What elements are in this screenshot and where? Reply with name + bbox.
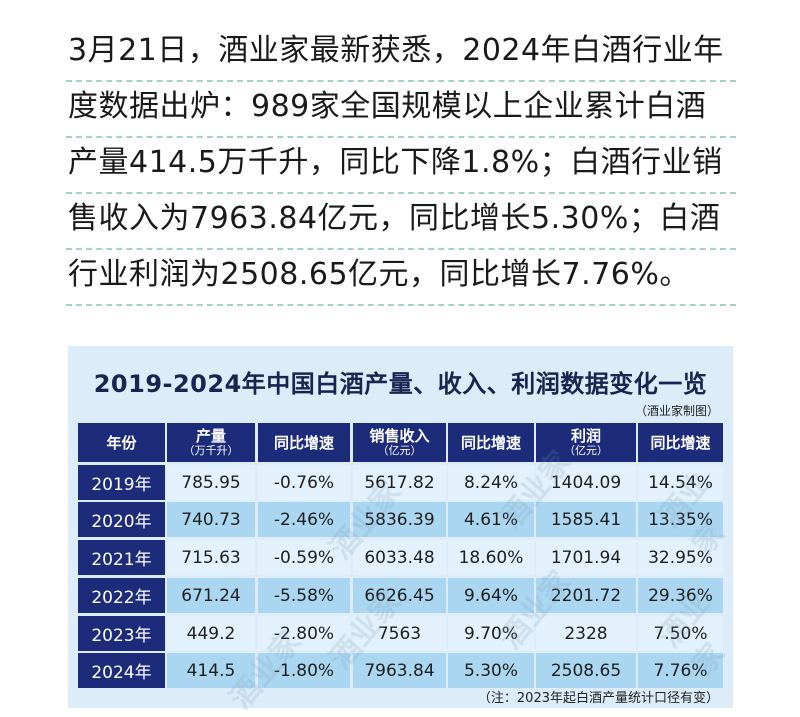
header-cell-output-yoy: 同比增速	[258, 423, 350, 462]
year-cell: 2023年	[78, 616, 165, 651]
header-unit: （万千升）	[183, 444, 239, 457]
table-cell-output-yoy: -5.58%	[258, 578, 350, 613]
table-cell-revenue-yoy: 5.30%	[448, 653, 534, 688]
table-credit: （酒业家制图）	[634, 404, 719, 418]
table-cell-output: 715.63	[167, 540, 255, 575]
year-cell: 2019年	[78, 465, 165, 500]
table-cell-profit: 1585.41	[536, 502, 636, 537]
header-label: 销售收入	[369, 427, 430, 445]
header-cell-profit-yoy: 同比增速	[638, 423, 723, 462]
table-cell-revenue: 7563	[353, 616, 446, 651]
table-cell-profit-yoy: 14.54%	[638, 465, 723, 500]
header-label: 利润	[570, 427, 601, 445]
header-cell-revenue-yoy: 同比增速	[448, 423, 534, 462]
table-cell-profit-yoy: 7.76%	[638, 653, 723, 688]
table-cell-output: 740.73	[167, 502, 255, 537]
table-cell-revenue-yoy: 9.64%	[448, 578, 534, 613]
header-cell-output: 产量 （万千升）	[167, 423, 255, 462]
table-cell-profit: 1404.09	[536, 465, 636, 500]
table-cell-revenue: 5617.82	[353, 465, 446, 500]
table-cell-output: 671.24	[167, 578, 255, 613]
table-cell-profit: 2201.72	[536, 578, 636, 613]
year-cell: 2020年	[78, 502, 165, 537]
article-line: 3月21日，酒业家最新获悉，2024年白酒行业年	[66, 26, 736, 82]
table-cell-profit-yoy: 32.95%	[638, 540, 723, 575]
table-cell-revenue-yoy: 9.70%	[448, 616, 534, 651]
table-cell-profit-yoy: 7.50%	[638, 616, 723, 651]
header-label: 同比增速	[650, 433, 711, 452]
table-cell-revenue: 6033.48	[353, 540, 446, 575]
table-cell-revenue-yoy: 8.24%	[448, 465, 534, 500]
table-cell-output-yoy: -0.76%	[258, 465, 350, 500]
header-cell-revenue: 销售收入 （亿元）	[353, 423, 446, 462]
article-text: 3月21日，酒业家最新获悉，2024年白酒行业年 度数据出炉：989家全国规模以…	[66, 26, 736, 306]
table-cell-revenue: 6626.45	[353, 578, 446, 613]
table-cell-output: 785.95	[167, 465, 255, 500]
header-label: 同比增速	[273, 433, 334, 452]
header-label: 同比增速	[460, 433, 521, 452]
header-cell-profit: 利润 （亿元）	[536, 423, 636, 462]
year-cell: 2021年	[78, 540, 165, 575]
table-cell-revenue-yoy: 18.60%	[448, 540, 534, 575]
table-cell-output: 414.5	[167, 653, 255, 688]
article-line: 售收入为7963.84亿元，同比增长5.30%；白酒	[66, 194, 736, 250]
header-unit: （亿元）	[377, 444, 422, 457]
table-cell-revenue: 7963.84	[353, 653, 446, 688]
table-cell-revenue-yoy: 4.61%	[448, 502, 534, 537]
table-note: （注：2023年起白酒产量统计口径有变）	[477, 691, 719, 706]
header-label: 年份	[106, 433, 137, 452]
table-cell-output: 449.2	[167, 616, 255, 651]
article-line: 行业利润为2508.65亿元，同比增长7.76%。	[66, 250, 736, 306]
table-cell-output-yoy: -1.80%	[258, 653, 350, 688]
header-unit: （亿元）	[564, 444, 608, 457]
table-title: 2019-2024年中国白酒产量、收入、利润数据变化一览	[93, 370, 708, 398]
header-cell-year: 年份	[78, 423, 165, 462]
header-label: 产量	[195, 427, 226, 445]
table-cell-profit: 2328	[536, 616, 636, 651]
article-line: 产量414.5万千升，同比下降1.8%；白酒行业销	[66, 138, 736, 194]
data-table-panel: 2019-2024年中国白酒产量、收入、利润数据变化一览 （酒业家制图） 年份 产…	[68, 346, 733, 716]
table-cell-profit: 1701.94	[536, 540, 636, 575]
year-cell: 2024年	[78, 653, 165, 688]
article-line: 度数据出炉：989家全国规模以上企业累计白酒	[66, 82, 736, 138]
table-cell-output-yoy: -2.46%	[258, 502, 350, 537]
table-cell-profit-yoy: 13.35%	[638, 502, 723, 537]
table-cell-revenue: 5836.39	[353, 502, 446, 537]
table-cell-output-yoy: -0.59%	[258, 540, 350, 575]
year-cell: 2022年	[78, 578, 165, 613]
table-cell-output-yoy: -2.80%	[258, 616, 350, 651]
table-cell-profit-yoy: 29.36%	[638, 578, 723, 613]
table-cell-profit: 2508.65	[536, 653, 636, 688]
